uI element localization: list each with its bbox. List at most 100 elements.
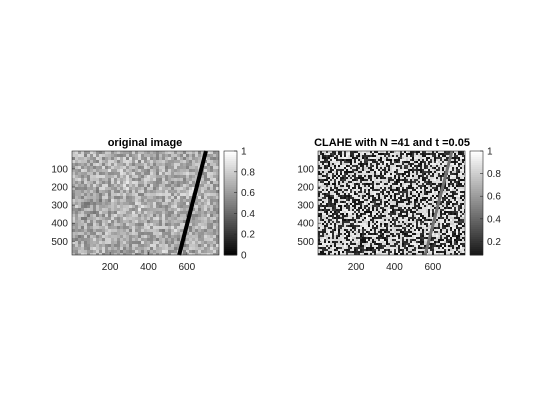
image-pixel (418, 219, 420, 221)
image-pixel (418, 179, 420, 181)
image-pixel (340, 163, 342, 165)
image-pixel (424, 217, 426, 219)
image-pixel (356, 209, 358, 211)
image-pixel (105, 244, 108, 247)
image-pixel (340, 173, 342, 175)
image-pixel (150, 181, 153, 184)
image-pixel (332, 237, 334, 239)
image-pixel (366, 171, 368, 173)
image-pixel (336, 203, 338, 205)
image-pixel (165, 172, 168, 175)
image-pixel (394, 205, 396, 207)
image-pixel (78, 238, 81, 241)
image-pixel (398, 235, 400, 237)
image-pixel (390, 223, 392, 225)
image-pixel (416, 173, 418, 175)
image-pixel (432, 157, 434, 159)
image-pixel (117, 235, 120, 238)
image-pixel (147, 199, 150, 202)
image-pixel (430, 217, 432, 219)
image-pixel (165, 217, 168, 220)
image-pixel (150, 211, 153, 214)
image-pixel (320, 177, 322, 179)
image-pixel (458, 167, 460, 169)
image-pixel (364, 193, 366, 195)
image-pixel (454, 227, 456, 229)
image-pixel (132, 238, 135, 241)
image-pixel (318, 201, 320, 203)
image-pixel (452, 175, 454, 177)
image-pixel (450, 235, 452, 237)
image-pixel (414, 235, 416, 237)
image-pixel (410, 163, 412, 165)
image-pixel (400, 213, 402, 215)
image-pixel (326, 191, 328, 193)
image-pixel (332, 187, 334, 189)
image-pixel (189, 178, 192, 181)
image-pixel (195, 172, 198, 175)
image-pixel (318, 211, 320, 213)
image-pixel (338, 233, 340, 235)
image-pixel (460, 189, 462, 191)
image-pixel (390, 177, 392, 179)
image-pixel (410, 165, 412, 167)
image-pixel (334, 231, 336, 233)
image-pixel (344, 221, 346, 223)
image-pixel (366, 187, 368, 189)
image-pixel (350, 225, 352, 227)
image-pixel (207, 187, 210, 190)
image-pixel (370, 193, 372, 195)
image-pixel (336, 159, 338, 161)
image-pixel (330, 193, 332, 195)
image-pixel (93, 235, 96, 238)
image-pixel (392, 213, 394, 215)
image-pixel (72, 250, 75, 253)
image-pixel (320, 217, 322, 219)
image-pixel (354, 173, 356, 175)
image-pixel (330, 219, 332, 221)
image-pixel (171, 172, 174, 175)
image-pixel (430, 153, 432, 155)
image-pixel (162, 184, 165, 187)
image-pixel (396, 201, 398, 203)
image-pixel (406, 175, 408, 177)
image-pixel (414, 203, 416, 205)
image-pixel (162, 235, 165, 238)
image-pixel (213, 175, 216, 178)
image-pixel (374, 155, 376, 157)
colorbar-gradient-step (224, 197, 237, 200)
image-pixel (408, 163, 410, 165)
image-pixel (366, 159, 368, 161)
image-pixel (384, 173, 386, 175)
image-pixel (386, 153, 388, 155)
image-pixel (93, 175, 96, 178)
image-pixel (78, 241, 81, 244)
image-pixel (198, 154, 201, 157)
image-pixel (138, 226, 141, 229)
image-pixel (195, 154, 198, 157)
image-pixel (320, 199, 322, 201)
image-pixel (318, 169, 320, 171)
image-pixel (344, 167, 346, 169)
image-pixel (370, 199, 372, 201)
image-pixel (87, 169, 90, 172)
image-pixel (362, 235, 364, 237)
image-pixel (350, 223, 352, 225)
image-pixel (156, 250, 159, 253)
image-pixel (165, 190, 168, 193)
image-pixel (90, 247, 93, 250)
image-pixel (207, 193, 210, 196)
image-pixel (326, 205, 328, 207)
image-pixel (352, 189, 354, 191)
image-pixel (440, 153, 442, 155)
image-pixel (135, 160, 138, 163)
image-pixel (141, 196, 144, 199)
image-pixel (150, 190, 153, 193)
image-pixel (162, 187, 165, 190)
image-pixel (396, 173, 398, 175)
image-pixel (177, 172, 180, 175)
image-pixel (75, 223, 78, 226)
image-pixel (96, 151, 99, 154)
image-pixel (366, 177, 368, 179)
image-pixel (198, 238, 201, 241)
